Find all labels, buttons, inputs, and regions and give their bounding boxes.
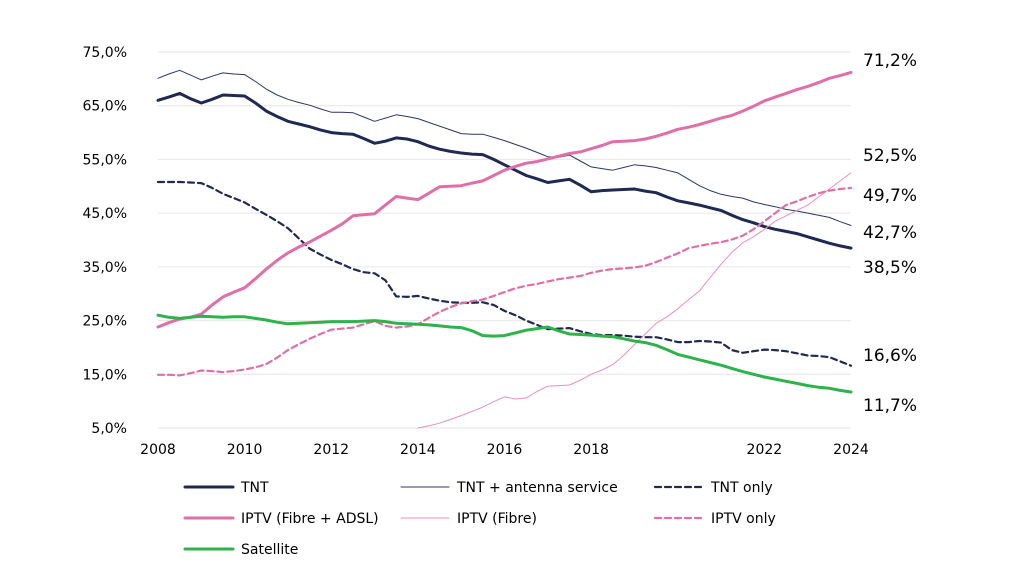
legend-label: TNT (240, 480, 269, 496)
legend-label: TNT + antenna service (456, 480, 618, 496)
series-line-iptv-only (156, 186, 853, 377)
series-lines (156, 69, 853, 429)
legend-item: Satellite (183, 542, 298, 558)
x-tick-label: 2014 (400, 442, 436, 458)
x-tick-label: 2010 (227, 442, 263, 458)
legend-label: IPTV (Fibre) (457, 511, 537, 527)
legend: TNT TNT + antenna service TNT only IPTV (Fi… (183, 480, 776, 558)
legend-label: TNT only (710, 480, 773, 496)
legend-item: IPTV (Fibre + ADSL) (183, 511, 379, 527)
legend-item: TNT only (653, 480, 773, 496)
x-tick-label: 2008 (140, 442, 176, 458)
y-axis-tick-labels: 75,0% 65,0% 55,0% 45,0% 35,0% 25,0% 15,0% 5,0% (83, 45, 127, 437)
x-tick-label: 2012 (313, 442, 349, 458)
y-tick-label: 65,0% (83, 99, 127, 115)
legend-item: TNT (183, 480, 269, 496)
legend-label: IPTV only (711, 511, 776, 527)
x-tick-label: 2018 (573, 442, 609, 458)
legend-item: IPTV only (653, 511, 776, 527)
y-tick-label: 25,0% (83, 314, 127, 330)
end-value-label: 49,7% (863, 186, 917, 206)
end-value-label: 52,5% (863, 146, 917, 166)
y-tick-label: 55,0% (83, 152, 127, 168)
series-line-tnt (156, 91, 853, 250)
y-tick-label: 45,0% (83, 206, 127, 222)
legend-item: IPTV (Fibre) (400, 511, 537, 527)
x-tick-label: 2024 (833, 442, 869, 458)
end-value-label: 16,6% (863, 346, 917, 366)
series-line-satellite (156, 313, 853, 394)
series-line-tnt-antenna-service (157, 69, 852, 226)
legend-label: IPTV (Fibre + ADSL) (241, 511, 379, 527)
series-line-iptv-fibre-adsl (156, 70, 853, 329)
series-line-tnt-only (156, 180, 853, 367)
legend-item: TNT + antenna service (400, 480, 618, 496)
x-tick-label: 2022 (747, 442, 783, 458)
y-tick-label: 5,0% (91, 421, 127, 437)
series-line-iptv-fibre (417, 172, 852, 429)
y-tick-label: 35,0% (83, 260, 127, 276)
end-value-label: 42,7% (863, 223, 917, 243)
x-tick-label: 2016 (487, 442, 523, 458)
legend-label: Satellite (241, 542, 298, 558)
end-value-label: 11,7% (863, 396, 917, 416)
y-tick-label: 75,0% (83, 45, 127, 61)
end-value-label: 38,5% (863, 258, 917, 278)
y-tick-label: 15,0% (83, 367, 127, 383)
end-value-label: 71,2% (863, 51, 917, 71)
x-axis-tick-labels: 2008 2010 2012 2014 2016 2018 2022 2024 (140, 442, 869, 458)
end-value-labels: 71,2% 52,5% 49,7% 42,7% 38,5% 16,6% 11,7% (863, 51, 917, 416)
